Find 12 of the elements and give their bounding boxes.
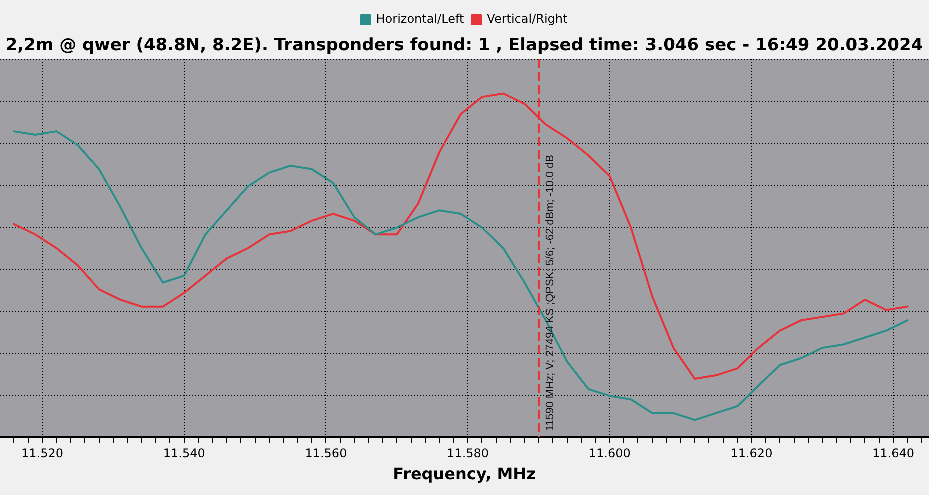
x-tick-label: 11.620	[730, 446, 773, 461]
ref-line-label: 11590 MHz; V; 27494 KS ;QPSK; 5/6; -62 dBm; -10.0 dB	[544, 155, 556, 432]
x-tick-label: 11.600	[588, 446, 631, 461]
x-tick-label: 11.560	[305, 446, 348, 461]
x-tick-label: 11.580	[447, 446, 490, 461]
legend-label: Horizontal/Left	[376, 12, 464, 26]
x-tick-label: 11.640	[872, 446, 915, 461]
x-tick-label: 11.540	[163, 446, 206, 461]
chart-title: 2,2m @ qwer (48.8N, 8.2E). Transponders found: 1 , Elapsed time: 3.046 sec - 16:49 20.03.2024	[6, 36, 924, 56]
legend-label: Vertical/Right	[487, 12, 568, 26]
x-tick-label: 11.520	[22, 446, 64, 461]
x-axis-title: Frequency, MHz	[393, 464, 536, 484]
